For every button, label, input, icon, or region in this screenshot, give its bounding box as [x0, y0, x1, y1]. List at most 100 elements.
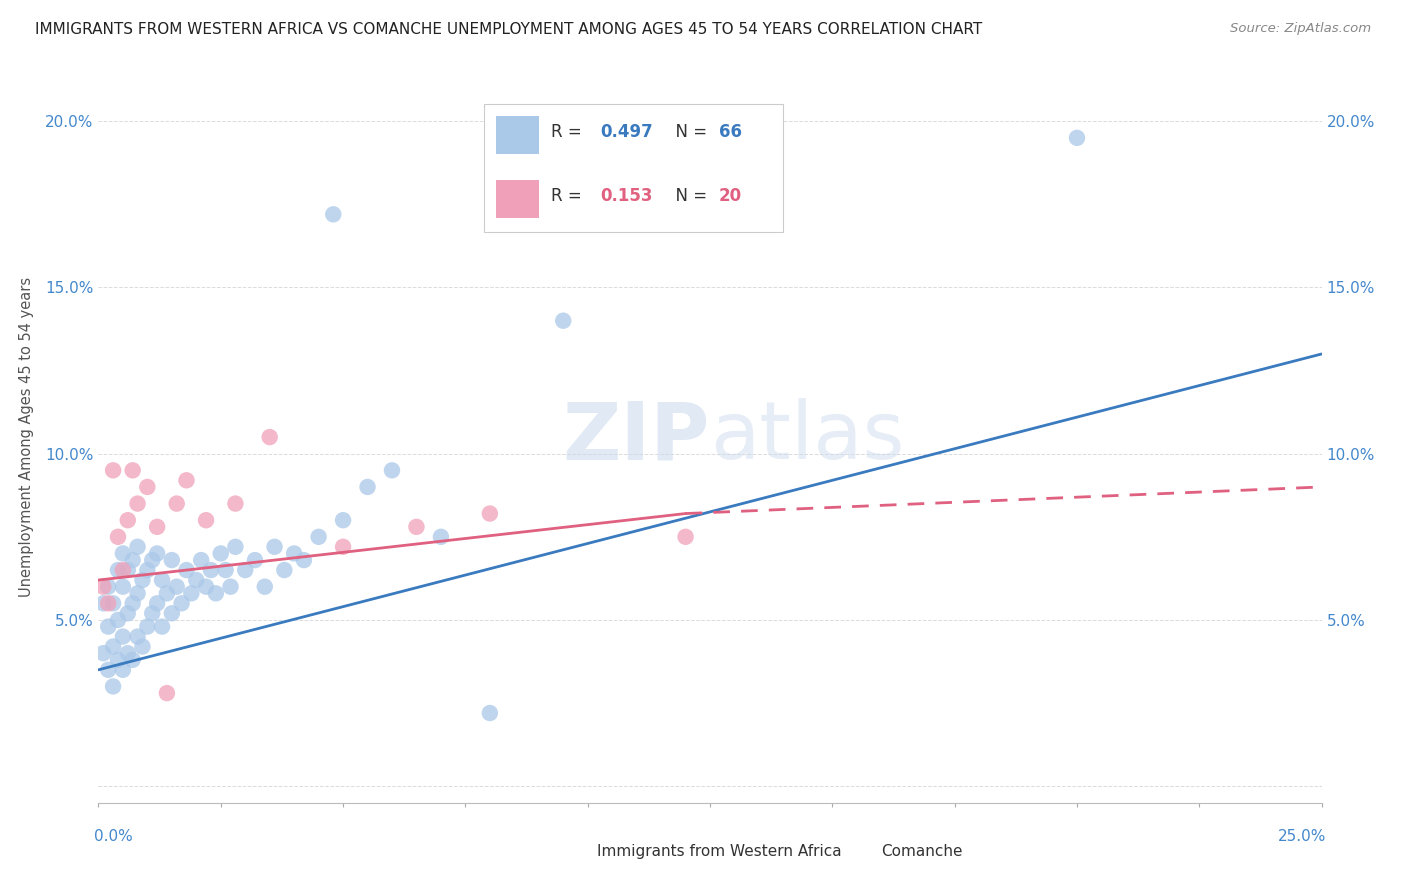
Point — [675, 530, 697, 544]
Text: atlas: atlas — [710, 398, 904, 476]
Point — [214, 563, 236, 577]
Point — [101, 680, 124, 694]
Point — [263, 540, 285, 554]
Point — [107, 653, 129, 667]
FancyBboxPatch shape — [557, 841, 592, 862]
Point — [156, 586, 179, 600]
Point — [190, 553, 212, 567]
Point — [273, 563, 295, 577]
Point — [131, 573, 153, 587]
Point — [146, 520, 169, 534]
Point — [166, 580, 188, 594]
Text: 20: 20 — [718, 186, 742, 204]
Point — [91, 596, 114, 610]
Point — [156, 686, 179, 700]
Point — [259, 430, 281, 444]
Point — [136, 480, 159, 494]
Point — [322, 207, 344, 221]
Point — [195, 580, 218, 594]
Point — [292, 553, 315, 567]
Text: N =: N = — [665, 186, 713, 204]
Point — [170, 596, 193, 610]
Point — [308, 530, 330, 544]
Point — [111, 563, 134, 577]
Point — [243, 553, 266, 567]
Point — [283, 546, 305, 560]
Point — [253, 580, 276, 594]
Point — [111, 546, 134, 560]
Text: Immigrants from Western Africa: Immigrants from Western Africa — [598, 844, 842, 859]
Point — [160, 553, 183, 567]
Point — [97, 619, 120, 633]
Text: 0.497: 0.497 — [600, 123, 652, 141]
Text: Comanche: Comanche — [882, 844, 963, 859]
Point — [101, 596, 124, 610]
Point — [97, 596, 120, 610]
Point — [121, 596, 143, 610]
Point — [205, 586, 228, 600]
Point — [195, 513, 218, 527]
Point — [180, 586, 202, 600]
Point — [224, 540, 246, 554]
Point — [200, 563, 222, 577]
Point — [111, 630, 134, 644]
Point — [141, 607, 163, 621]
Point — [150, 619, 173, 633]
Point — [111, 663, 134, 677]
Point — [117, 607, 139, 621]
Text: Source: ZipAtlas.com: Source: ZipAtlas.com — [1230, 22, 1371, 36]
Point — [356, 480, 378, 494]
Point — [553, 314, 575, 328]
Point — [1066, 131, 1088, 145]
Text: IMMIGRANTS FROM WESTERN AFRICA VS COMANCHE UNEMPLOYMENT AMONG AGES 45 TO 54 YEAR: IMMIGRANTS FROM WESTERN AFRICA VS COMANC… — [35, 22, 983, 37]
Point — [97, 663, 120, 677]
Point — [117, 513, 139, 527]
Point — [405, 520, 427, 534]
Point — [101, 463, 124, 477]
Point — [430, 530, 453, 544]
Point — [111, 580, 134, 594]
Text: R =: R = — [551, 186, 588, 204]
Point — [121, 463, 143, 477]
Point — [478, 706, 501, 720]
Point — [233, 563, 256, 577]
Point — [381, 463, 404, 477]
Point — [176, 563, 198, 577]
Point — [209, 546, 232, 560]
Point — [107, 613, 129, 627]
Point — [186, 573, 208, 587]
Point — [176, 473, 198, 487]
Point — [332, 540, 354, 554]
Y-axis label: Unemployment Among Ages 45 to 54 years: Unemployment Among Ages 45 to 54 years — [20, 277, 34, 597]
Point — [91, 580, 114, 594]
FancyBboxPatch shape — [841, 841, 875, 862]
Point — [131, 640, 153, 654]
Point — [91, 646, 114, 660]
Point — [127, 630, 149, 644]
Point — [101, 640, 124, 654]
Point — [121, 553, 143, 567]
Point — [146, 546, 169, 560]
Text: 0.153: 0.153 — [600, 186, 652, 204]
Point — [97, 580, 120, 594]
Point — [127, 497, 149, 511]
Text: N =: N = — [665, 123, 713, 141]
FancyBboxPatch shape — [496, 116, 538, 154]
Point — [127, 540, 149, 554]
Point — [121, 653, 143, 667]
Point — [136, 563, 159, 577]
FancyBboxPatch shape — [484, 104, 783, 232]
Point — [219, 580, 242, 594]
Point — [224, 497, 246, 511]
Text: R =: R = — [551, 123, 588, 141]
FancyBboxPatch shape — [496, 179, 538, 218]
Point — [478, 507, 501, 521]
Point — [127, 586, 149, 600]
Point — [332, 513, 354, 527]
Point — [146, 596, 169, 610]
Point — [107, 530, 129, 544]
Point — [150, 573, 173, 587]
Text: 0.0%: 0.0% — [94, 830, 132, 845]
Point — [166, 497, 188, 511]
Text: 25.0%: 25.0% — [1278, 830, 1326, 845]
